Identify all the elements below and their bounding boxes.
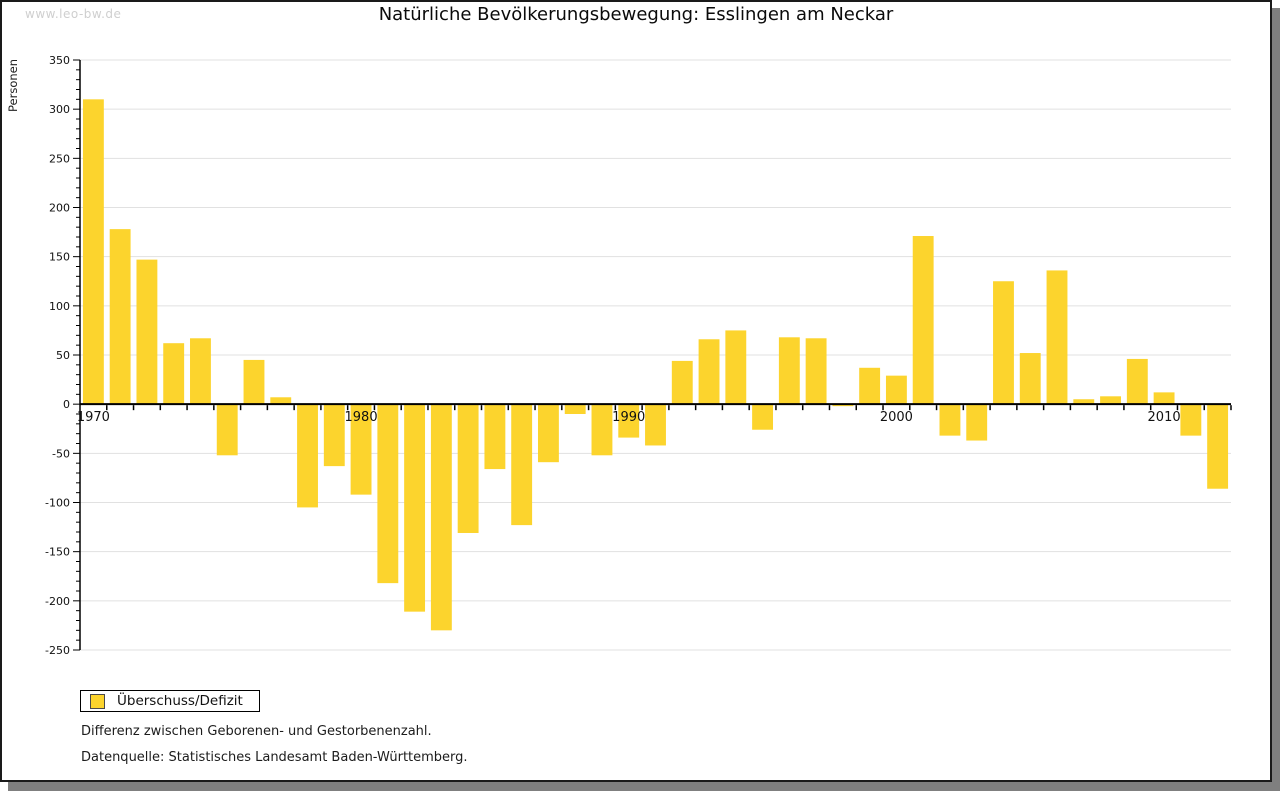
legend-box: Überschuss/Defizit bbox=[80, 690, 260, 712]
bar-1992 bbox=[671, 360, 693, 405]
bar-1971 bbox=[109, 229, 131, 405]
x-tick-label-2010: 2010 bbox=[1148, 410, 1181, 425]
bar-2003 bbox=[966, 404, 988, 441]
x-tick-label-1980: 1980 bbox=[345, 410, 378, 425]
bar-1970 bbox=[82, 99, 104, 405]
bar-1986 bbox=[511, 404, 533, 526]
x-tick-label-2000: 2000 bbox=[880, 410, 913, 425]
bar-1972 bbox=[136, 259, 158, 405]
bar-1979 bbox=[323, 404, 345, 467]
bar-1976 bbox=[243, 359, 265, 405]
bar-1988 bbox=[564, 404, 586, 414]
y-tick-label: 100 bbox=[49, 300, 70, 313]
watermark: www.leo-bw.de bbox=[25, 7, 122, 21]
legend-label: Überschuss/Defizit bbox=[117, 693, 243, 709]
bar-1987 bbox=[537, 404, 559, 463]
y-tick-label: 200 bbox=[49, 202, 70, 215]
bar-1975 bbox=[216, 404, 238, 456]
y-tick-label: -250 bbox=[45, 644, 70, 657]
y-tick-label: 350 bbox=[49, 54, 70, 67]
bar-2010 bbox=[1153, 392, 1175, 405]
y-tick-label: -100 bbox=[45, 497, 70, 510]
y-tick-label: 150 bbox=[49, 251, 70, 264]
bar-1985 bbox=[484, 404, 506, 470]
bar-1980 bbox=[350, 404, 372, 495]
bar-2006 bbox=[1046, 270, 1068, 405]
bar-1996 bbox=[778, 337, 800, 405]
bar-1982 bbox=[404, 404, 426, 612]
bar-1997 bbox=[805, 338, 827, 405]
bar-1990 bbox=[618, 404, 640, 438]
bar-1999 bbox=[859, 367, 881, 405]
bar-2009 bbox=[1126, 358, 1148, 405]
bar-2001 bbox=[912, 236, 934, 405]
bar-2005 bbox=[1019, 353, 1041, 405]
y-tick-label: -50 bbox=[52, 447, 70, 460]
bar-1991 bbox=[645, 404, 666, 446]
y-tick-label: 50 bbox=[56, 349, 70, 362]
bar-2011 bbox=[1180, 404, 1202, 436]
bar-1984 bbox=[457, 404, 479, 533]
bar-1973 bbox=[163, 343, 185, 405]
frame-shadow-right bbox=[1272, 8, 1280, 791]
frame-shadow-bottom bbox=[8, 782, 1272, 791]
bar-2012 bbox=[1207, 404, 1229, 489]
y-tick-label: -200 bbox=[45, 595, 70, 608]
bar-2007 bbox=[1073, 399, 1095, 405]
bar-1989 bbox=[591, 404, 613, 456]
y-tick-label: 0 bbox=[63, 398, 70, 411]
y-tick-label: 300 bbox=[49, 103, 70, 116]
bar-1983 bbox=[430, 404, 452, 631]
y-tick-label: -150 bbox=[45, 546, 70, 559]
y-tick-label: 250 bbox=[49, 152, 70, 165]
chart-canvas: 350 300 250 200 150 100 50 0 -50 -100 -150 -200 -250… bbox=[45, 54, 1232, 657]
x-tick-label-1970: 1970 bbox=[77, 410, 110, 425]
bar-1977 bbox=[270, 397, 292, 405]
bar-1978 bbox=[297, 404, 318, 508]
bar-1981 bbox=[377, 404, 399, 584]
bar-2008 bbox=[1100, 396, 1121, 405]
bar-2002 bbox=[939, 404, 961, 436]
note-description: Differenz zwischen Geborenen- und Gestor… bbox=[81, 724, 432, 739]
bar-2000 bbox=[885, 375, 907, 405]
bar-1994 bbox=[725, 330, 747, 405]
note-datasource: Datenquelle: Statistisches Landesamt Bad… bbox=[81, 750, 468, 765]
x-tick-label-1990: 1990 bbox=[612, 410, 645, 425]
bar-1974 bbox=[190, 338, 211, 405]
bar-1995 bbox=[752, 404, 774, 430]
chart-title: Natürliche Bevölkerungsbewegung: Essling… bbox=[378, 4, 894, 25]
legend-swatch-icon bbox=[90, 693, 105, 709]
bar-2004 bbox=[993, 281, 1014, 405]
bar-1993 bbox=[698, 339, 720, 405]
